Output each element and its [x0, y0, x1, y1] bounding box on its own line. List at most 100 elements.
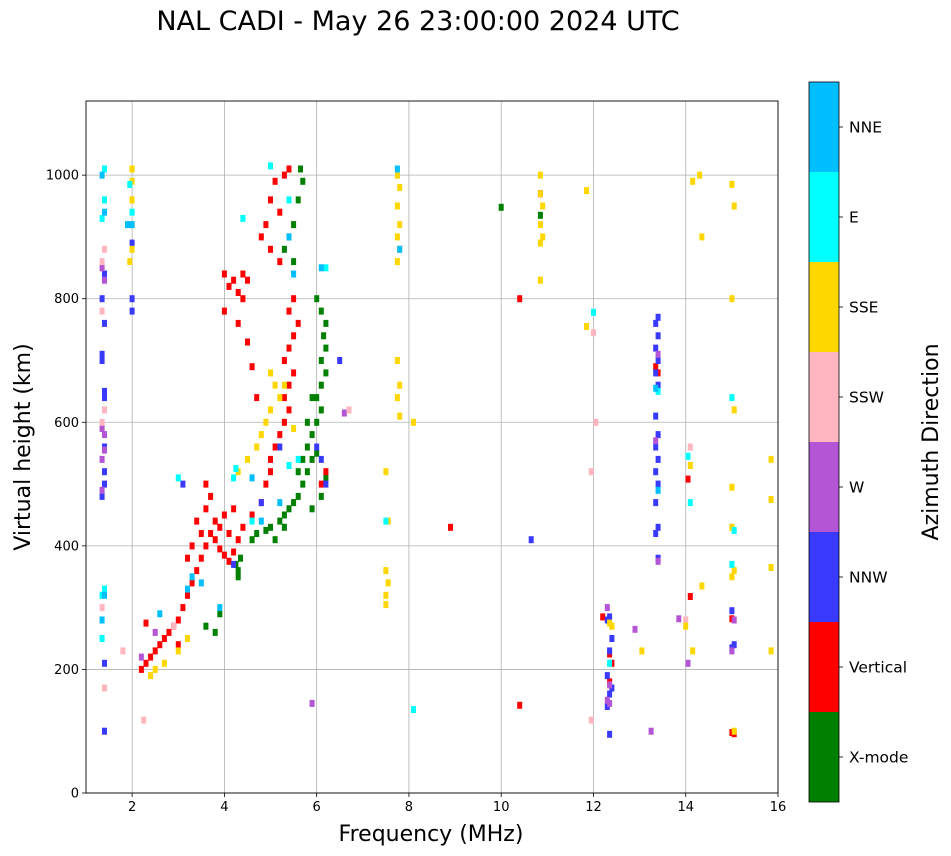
data-point [383, 591, 389, 599]
data-point [632, 625, 638, 633]
data-point [295, 455, 301, 463]
data-point [591, 329, 596, 337]
data-point [690, 647, 696, 655]
data-point [249, 474, 255, 482]
data-point [263, 221, 269, 229]
data-point [699, 233, 705, 241]
data-point [99, 635, 105, 642]
data-point [263, 418, 269, 426]
data-point [268, 162, 273, 170]
data-point [194, 517, 200, 525]
data-point [99, 455, 105, 463]
data-point [99, 486, 105, 494]
colorbar-swatch [809, 712, 839, 802]
data-point [653, 530, 659, 537]
data-point [152, 647, 158, 655]
data-point [653, 412, 659, 420]
data-point [607, 730, 613, 738]
data-point [240, 295, 246, 303]
data-point [729, 560, 735, 568]
data-point [203, 505, 209, 513]
data-point [102, 406, 107, 414]
data-point [268, 369, 273, 377]
data-point [653, 319, 659, 327]
colorbar-category-label: W [849, 479, 864, 497]
colorbar: X-mode Vertical NNW W SSW SSE E NNE [808, 81, 908, 803]
data-point [768, 455, 774, 463]
data-point [729, 394, 735, 402]
data-point [318, 307, 324, 315]
data-point [397, 245, 403, 253]
data-point [129, 165, 135, 173]
data-point [323, 344, 329, 352]
data-point [383, 567, 389, 575]
data-point [286, 381, 292, 389]
data-point [685, 475, 691, 483]
data-point [699, 582, 705, 590]
data-point [212, 628, 218, 636]
data-point [233, 465, 239, 473]
data-point [185, 591, 190, 599]
data-point [318, 357, 324, 364]
data-point [394, 202, 400, 210]
data-point [291, 332, 297, 340]
data-point [687, 499, 693, 507]
data-point [208, 492, 214, 500]
data-point [286, 233, 292, 241]
data-point [99, 492, 105, 500]
data-point [687, 462, 693, 469]
data-point [249, 363, 255, 371]
data-point [240, 214, 246, 222]
data-point [102, 585, 107, 593]
data-point [127, 180, 133, 188]
data-point [189, 542, 195, 550]
data-point [180, 604, 186, 612]
colorbar-category-label: SSE [849, 299, 878, 317]
data-point [309, 455, 315, 463]
data-point [731, 567, 737, 575]
data-point [129, 245, 135, 253]
data-point [609, 622, 615, 630]
x-axis-ticks: 2 4 6 8 10 12 14 16 [128, 793, 786, 815]
data-point [731, 202, 737, 210]
colorbar-category-label: NNE [849, 119, 882, 137]
data-point [203, 480, 209, 488]
data-point [346, 406, 352, 414]
data-point [148, 672, 154, 680]
data-point [268, 523, 273, 531]
x-tick-label: 14 [677, 800, 694, 815]
data-point [323, 264, 329, 272]
data-point [653, 437, 659, 445]
data-point [648, 727, 654, 735]
data-point [102, 431, 107, 439]
data-point [655, 350, 661, 358]
data-point [235, 536, 241, 544]
data-point [185, 585, 190, 593]
data-point [607, 647, 613, 655]
data-point [323, 474, 329, 482]
data-point [291, 369, 297, 377]
x-tick-label: 12 [585, 800, 602, 815]
data-point [295, 492, 301, 500]
data-point [161, 635, 167, 642]
data-point [129, 208, 135, 216]
data-point [655, 486, 661, 494]
data-point [281, 394, 287, 402]
data-point [277, 258, 283, 266]
data-point [323, 369, 329, 377]
data-point [607, 699, 613, 707]
data-point [217, 523, 223, 531]
data-point [102, 480, 107, 488]
data-point [537, 239, 543, 247]
data-point [286, 505, 292, 513]
data-point [300, 455, 306, 463]
data-point [141, 716, 147, 724]
data-point [291, 270, 297, 278]
data-point [729, 295, 735, 303]
y-tick-label: 1000 [46, 169, 79, 184]
data-point [729, 607, 735, 615]
data-point [254, 443, 260, 451]
data-point [102, 208, 107, 216]
data-point [221, 270, 227, 278]
data-point [102, 446, 107, 454]
